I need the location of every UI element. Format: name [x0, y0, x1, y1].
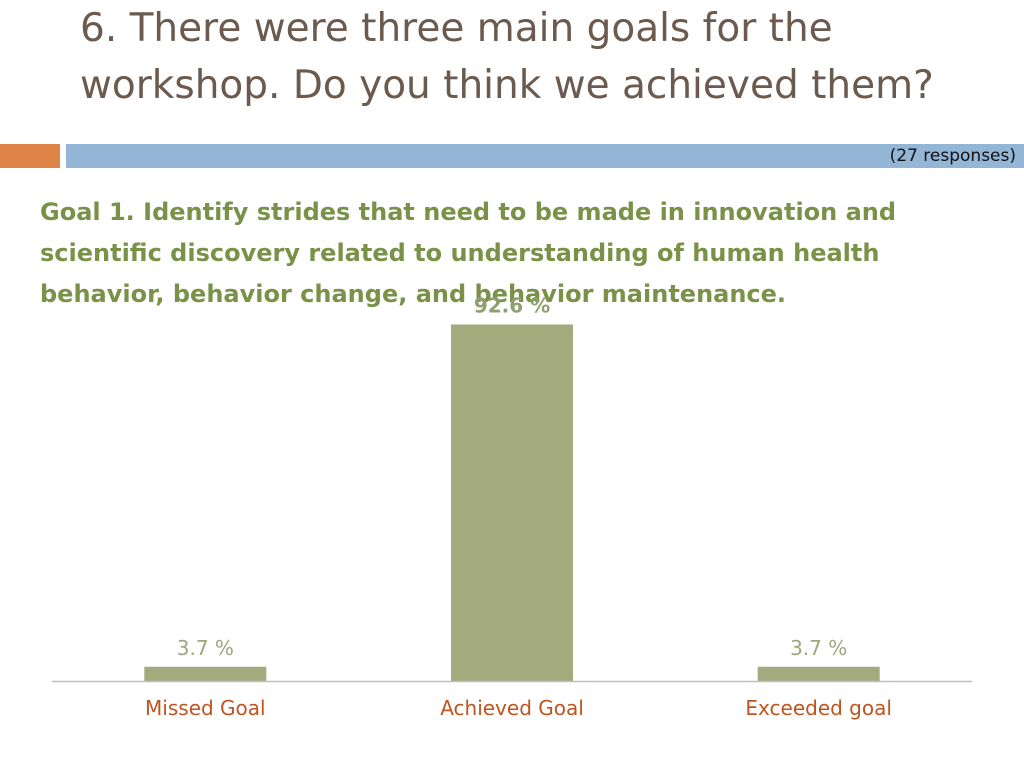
category-label: Achieved Goal	[440, 696, 584, 720]
data-label: 3.7 %	[790, 636, 847, 660]
data-label: 92.6 %	[474, 293, 550, 317]
category-label: Missed Goal	[145, 696, 266, 720]
accent-bar-blue	[66, 144, 1024, 168]
category-label: Exceeded goal	[745, 696, 892, 720]
responses-count: (27 responses)	[889, 146, 1016, 166]
bar-exceeded-goal	[757, 666, 880, 681]
slide-title: 6. There were three main goals for the w…	[80, 6, 934, 108]
data-label: 3.7 %	[177, 636, 234, 660]
bar-achieved-goal	[451, 324, 573, 681]
goal-description: Goal 1. Identify strides that need to be…	[40, 198, 897, 308]
accent-bar-orange	[0, 144, 60, 168]
bar-missed-goal	[144, 666, 267, 681]
